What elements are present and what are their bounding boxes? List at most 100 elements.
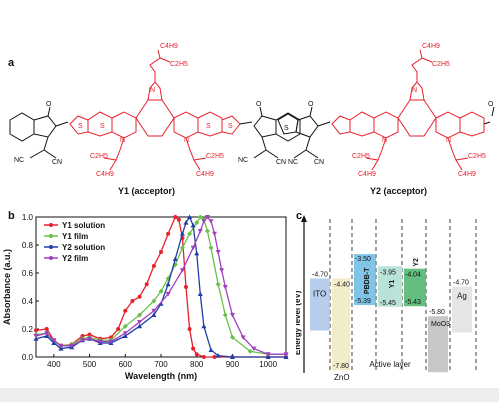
y2-side-chain-2: C4H9 [358, 171, 376, 178]
panel-label-c: c [296, 210, 303, 222]
series-3-point-23 [229, 313, 235, 318]
y1-oxygen-left: O [46, 101, 52, 108]
y-axis-label: Absorbance (a.u.) [2, 249, 12, 325]
series-2-point-21 [201, 323, 207, 329]
series-1-point-23 [222, 312, 228, 318]
ag-block [452, 286, 472, 333]
series-3-point-21 [219, 268, 225, 273]
series-2-point-23 [215, 353, 221, 358]
panel-label-a: a [8, 57, 15, 69]
legend-label-3: Y2 film [62, 254, 88, 263]
y1-structure [9, 49, 301, 171]
series-3-point-7 [97, 339, 103, 345]
series-0-point-6 [87, 332, 92, 337]
legend-marker-1 [49, 234, 53, 238]
series-2-point-14 [172, 256, 178, 261]
series-2-point-24 [229, 354, 235, 359]
y2-side-chain-4: C2H5 [468, 153, 486, 160]
series-2-point-13 [165, 281, 171, 287]
y2-cn-left: CN [314, 159, 324, 166]
pbdbt-lower: -5.39 [355, 298, 371, 305]
series-0-point-14 [151, 264, 156, 268]
y1-name: Y1 [389, 280, 396, 289]
pbdbt-block [354, 254, 376, 306]
y1-n-right: N [184, 137, 189, 144]
series-1-point-12 [158, 288, 164, 294]
y1-nc-right: NC [238, 157, 248, 164]
absorbance-plot-area: 400 500 600 700 800 900 1000 0.0 0.2 0.4 0.6 0.8 1.0… [2, 213, 289, 381]
series-0-point-21 [187, 327, 192, 331]
moo3-level: -5.80 [429, 309, 445, 316]
ito-level: -4.70 [312, 272, 328, 279]
series-0-point-10 [123, 308, 128, 313]
y1-triazole-n: N [150, 87, 155, 94]
y2-upper: -4.04 [405, 272, 421, 279]
series-2-point-1 [44, 333, 50, 338]
series-3-point-14 [190, 245, 196, 251]
series-2-point-25 [265, 354, 271, 359]
series-0-point-20 [184, 285, 188, 289]
series-3-point-3 [58, 343, 64, 349]
series-1-point-13 [165, 276, 171, 282]
series-0-point-9 [116, 327, 121, 331]
pbdbt-upper: -3.50 [355, 256, 371, 263]
series-3-point-9 [122, 331, 128, 336]
legend-label-1: Y1 film [62, 232, 88, 241]
x-axis-label: Wavelength (nm) [125, 371, 197, 381]
y2-atom-labels: S O NC CN O [284, 101, 494, 166]
active-layer-label: Active layer [369, 360, 411, 369]
y2-structure [277, 49, 495, 171]
series-3-point-25 [251, 346, 257, 352]
series-3-point-13 [179, 268, 185, 273]
series-0-point-17 [173, 215, 178, 219]
y1-side-chain-3: C4H9 [196, 171, 214, 178]
series-3-point-12 [165, 292, 171, 297]
series-3-point-10 [137, 320, 143, 325]
series-line-3 [35, 215, 286, 355]
series-0-point-23 [194, 352, 199, 357]
series-3-point-15 [197, 229, 203, 234]
y1-n-left: N [120, 137, 125, 144]
series-3-point-2 [51, 338, 57, 343]
y2-n-left: N [382, 137, 387, 144]
series-0-point-22 [191, 346, 196, 351]
series-0-point-15 [159, 250, 163, 254]
y2-chain-labels: C4H9 C2H5 N N N C2H5 C4H9 C4H9 C2H5 [352, 43, 486, 178]
series-2-point-16 [183, 220, 189, 225]
energy-plot-area: Energy level (eV) -4.70 ITO -4.40 -7.80 ZnO -3… [296, 215, 477, 382]
ag-name: Ag [457, 292, 467, 301]
y1-lower: -5.45 [380, 300, 396, 307]
series-2-point-19 [194, 250, 200, 256]
y-tick-label-0: 0.0 [22, 353, 34, 362]
series-2-point-15 [179, 231, 185, 236]
ito-block [310, 278, 330, 331]
series-2-point-9 [122, 333, 128, 338]
series-1-point-11 [151, 298, 157, 304]
series-2-point-18 [190, 222, 196, 228]
legend-label-2: Y2 solution [62, 243, 105, 252]
legend-marker-0 [49, 223, 53, 227]
zno-block [332, 278, 350, 371]
series-0-point-1 [44, 327, 49, 331]
series-2-point-11 [151, 312, 157, 317]
series-0-point-5 [80, 334, 85, 338]
y2-top-chain-2: C2H5 [432, 61, 450, 68]
x-tick-label-6: 1000 [259, 360, 277, 369]
x-tick-label-5: 900 [226, 360, 240, 369]
y1-s-4: S [228, 123, 233, 130]
y-tick-label-4: 0.8 [22, 241, 34, 250]
y1-caption: Y1 (acceptor) [118, 186, 175, 196]
ito-name: ITO [313, 290, 326, 299]
series-3-point-6 [87, 336, 93, 342]
y2-oxygen-left: O [308, 101, 314, 108]
series-2-point-2 [51, 340, 57, 345]
series-0-point-16 [166, 231, 171, 236]
y1-cn-left: CN [52, 159, 62, 166]
series-1-point-15 [179, 245, 185, 251]
series-1-point-20 [204, 228, 210, 234]
series-0-point-0 [34, 328, 38, 333]
absorbance-chart: 400 500 600 700 800 900 1000 0.0 0.2 0.4 0.6 0.8 1.0… [2, 213, 289, 381]
y-tick-label-1: 0.2 [22, 325, 34, 334]
series-2-point-3 [58, 346, 64, 351]
series-3-point-4 [69, 343, 75, 349]
